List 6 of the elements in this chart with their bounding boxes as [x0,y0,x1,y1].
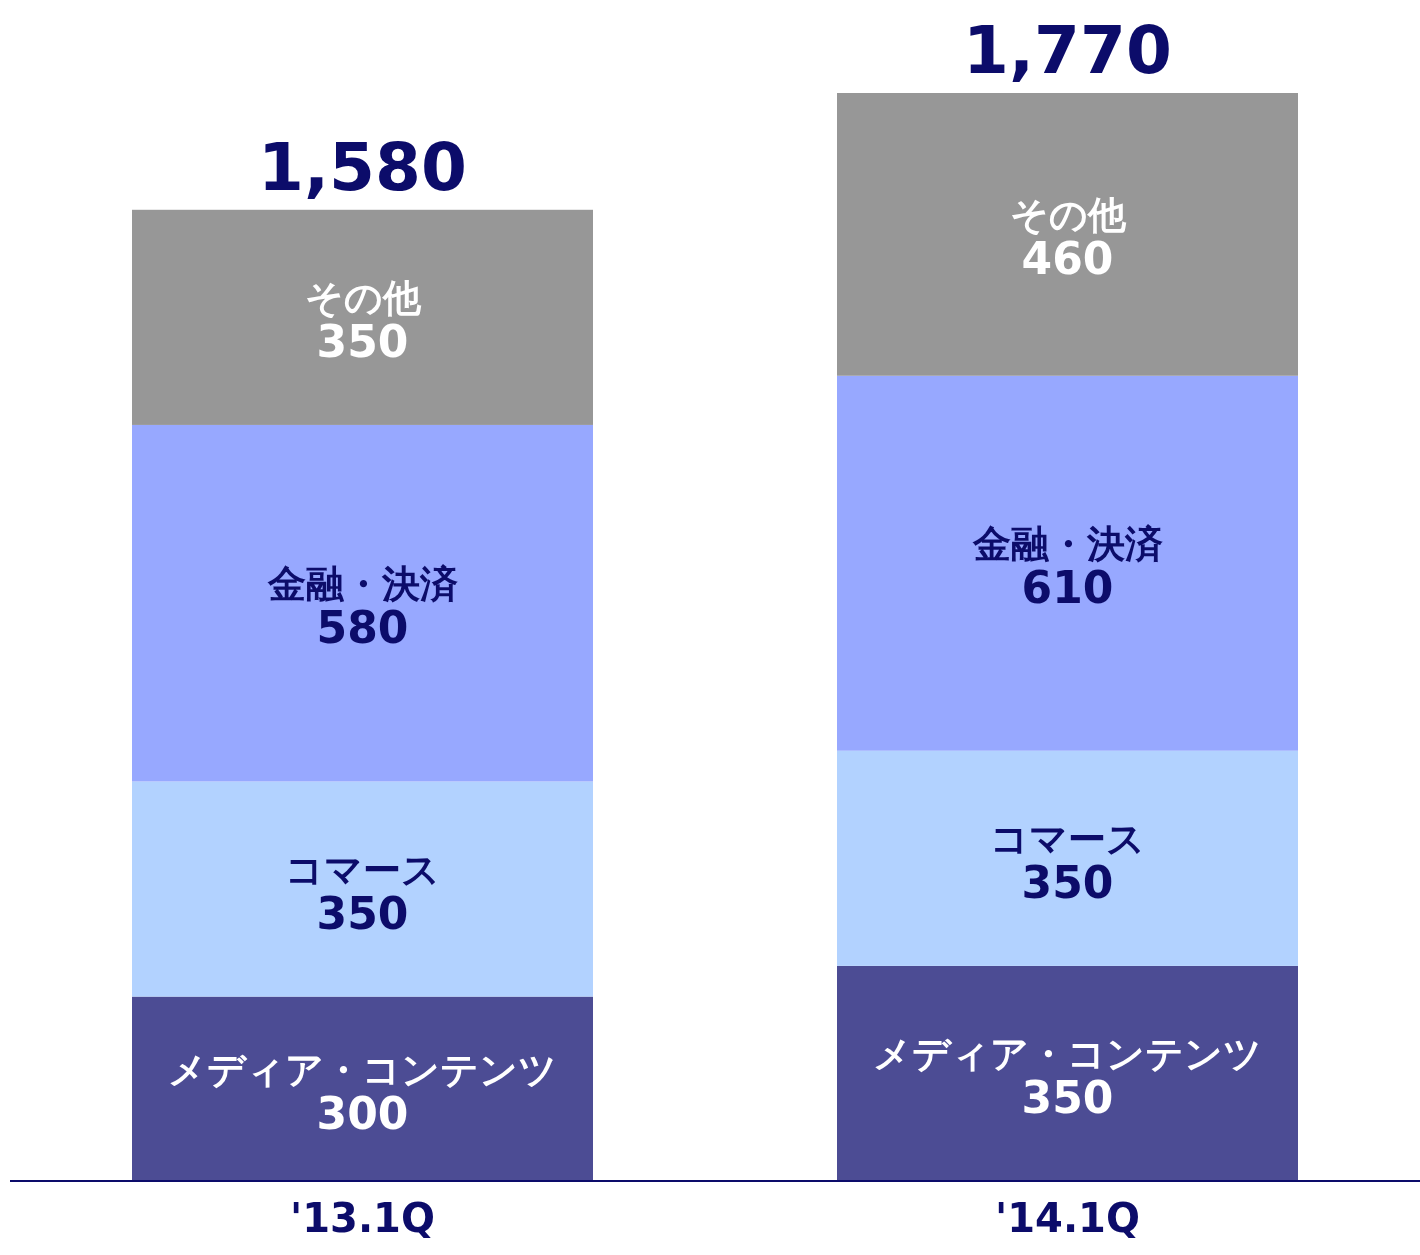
total-label: 1,770 [963,12,1172,89]
x-tick-label: '14.1Q [995,1195,1140,1241]
total-label: 1,580 [258,128,467,206]
x-tick-label: '13.1Q [290,1195,435,1241]
series-label: その他 [304,276,422,321]
text: その他 [1009,193,1126,238]
